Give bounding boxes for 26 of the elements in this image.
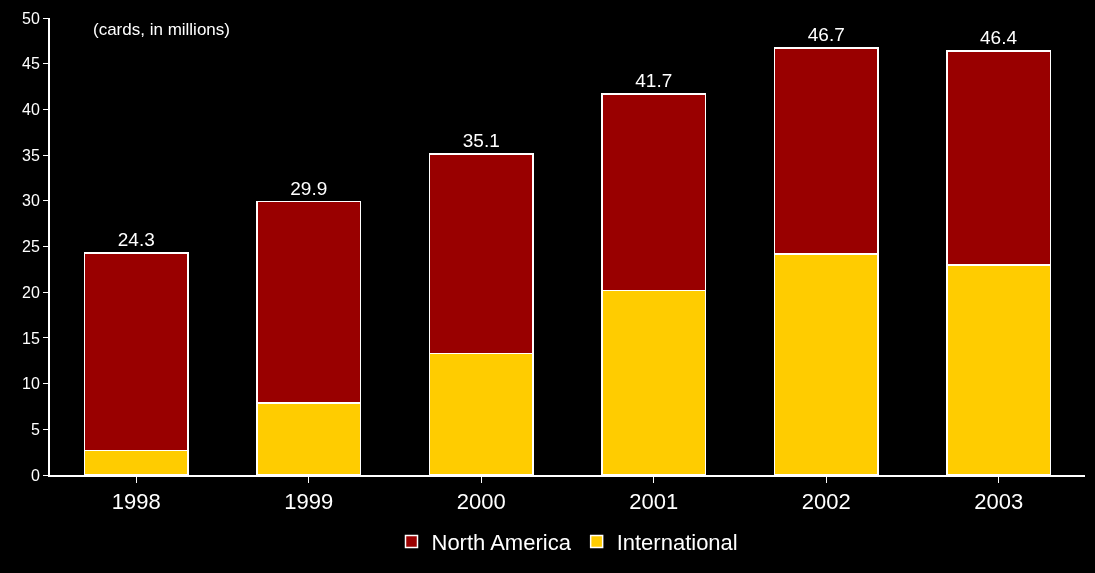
total-label: 29.9: [290, 177, 328, 199]
x-tick-label: 1998: [111, 489, 161, 515]
x-tick-label: 1999: [284, 489, 334, 515]
y-tick-label: 20: [22, 283, 40, 301]
total-label: 24.3: [117, 228, 155, 250]
y-tick-label: 45: [22, 55, 40, 73]
x-tick-label: 2001: [629, 489, 679, 515]
y-tick-label: 10: [22, 375, 40, 393]
total-label: 46.4: [980, 26, 1018, 48]
y-tick-label: 25: [22, 238, 40, 256]
y-tick-label: 15: [22, 329, 40, 347]
y-tick-label: 50: [22, 9, 40, 27]
y-tick-label: 0: [30, 466, 40, 484]
x-tick-label: 2000: [456, 489, 506, 515]
annotation: (cards, in millions): [93, 20, 230, 39]
legend-label: International: [616, 530, 738, 556]
y-tick-label: 35: [22, 146, 40, 164]
total-label: 41.7: [635, 69, 673, 91]
y-tick-label: 5: [30, 420, 40, 438]
total-label: 35.1: [462, 130, 500, 152]
total-label: 46.7: [807, 24, 845, 46]
legend-label: North America: [431, 530, 572, 556]
x-tick-label: 2002: [801, 489, 851, 515]
x-tick-label: 2003: [974, 489, 1024, 515]
y-tick-label: 40: [22, 101, 40, 118]
y-tick-label: 30: [22, 192, 40, 210]
